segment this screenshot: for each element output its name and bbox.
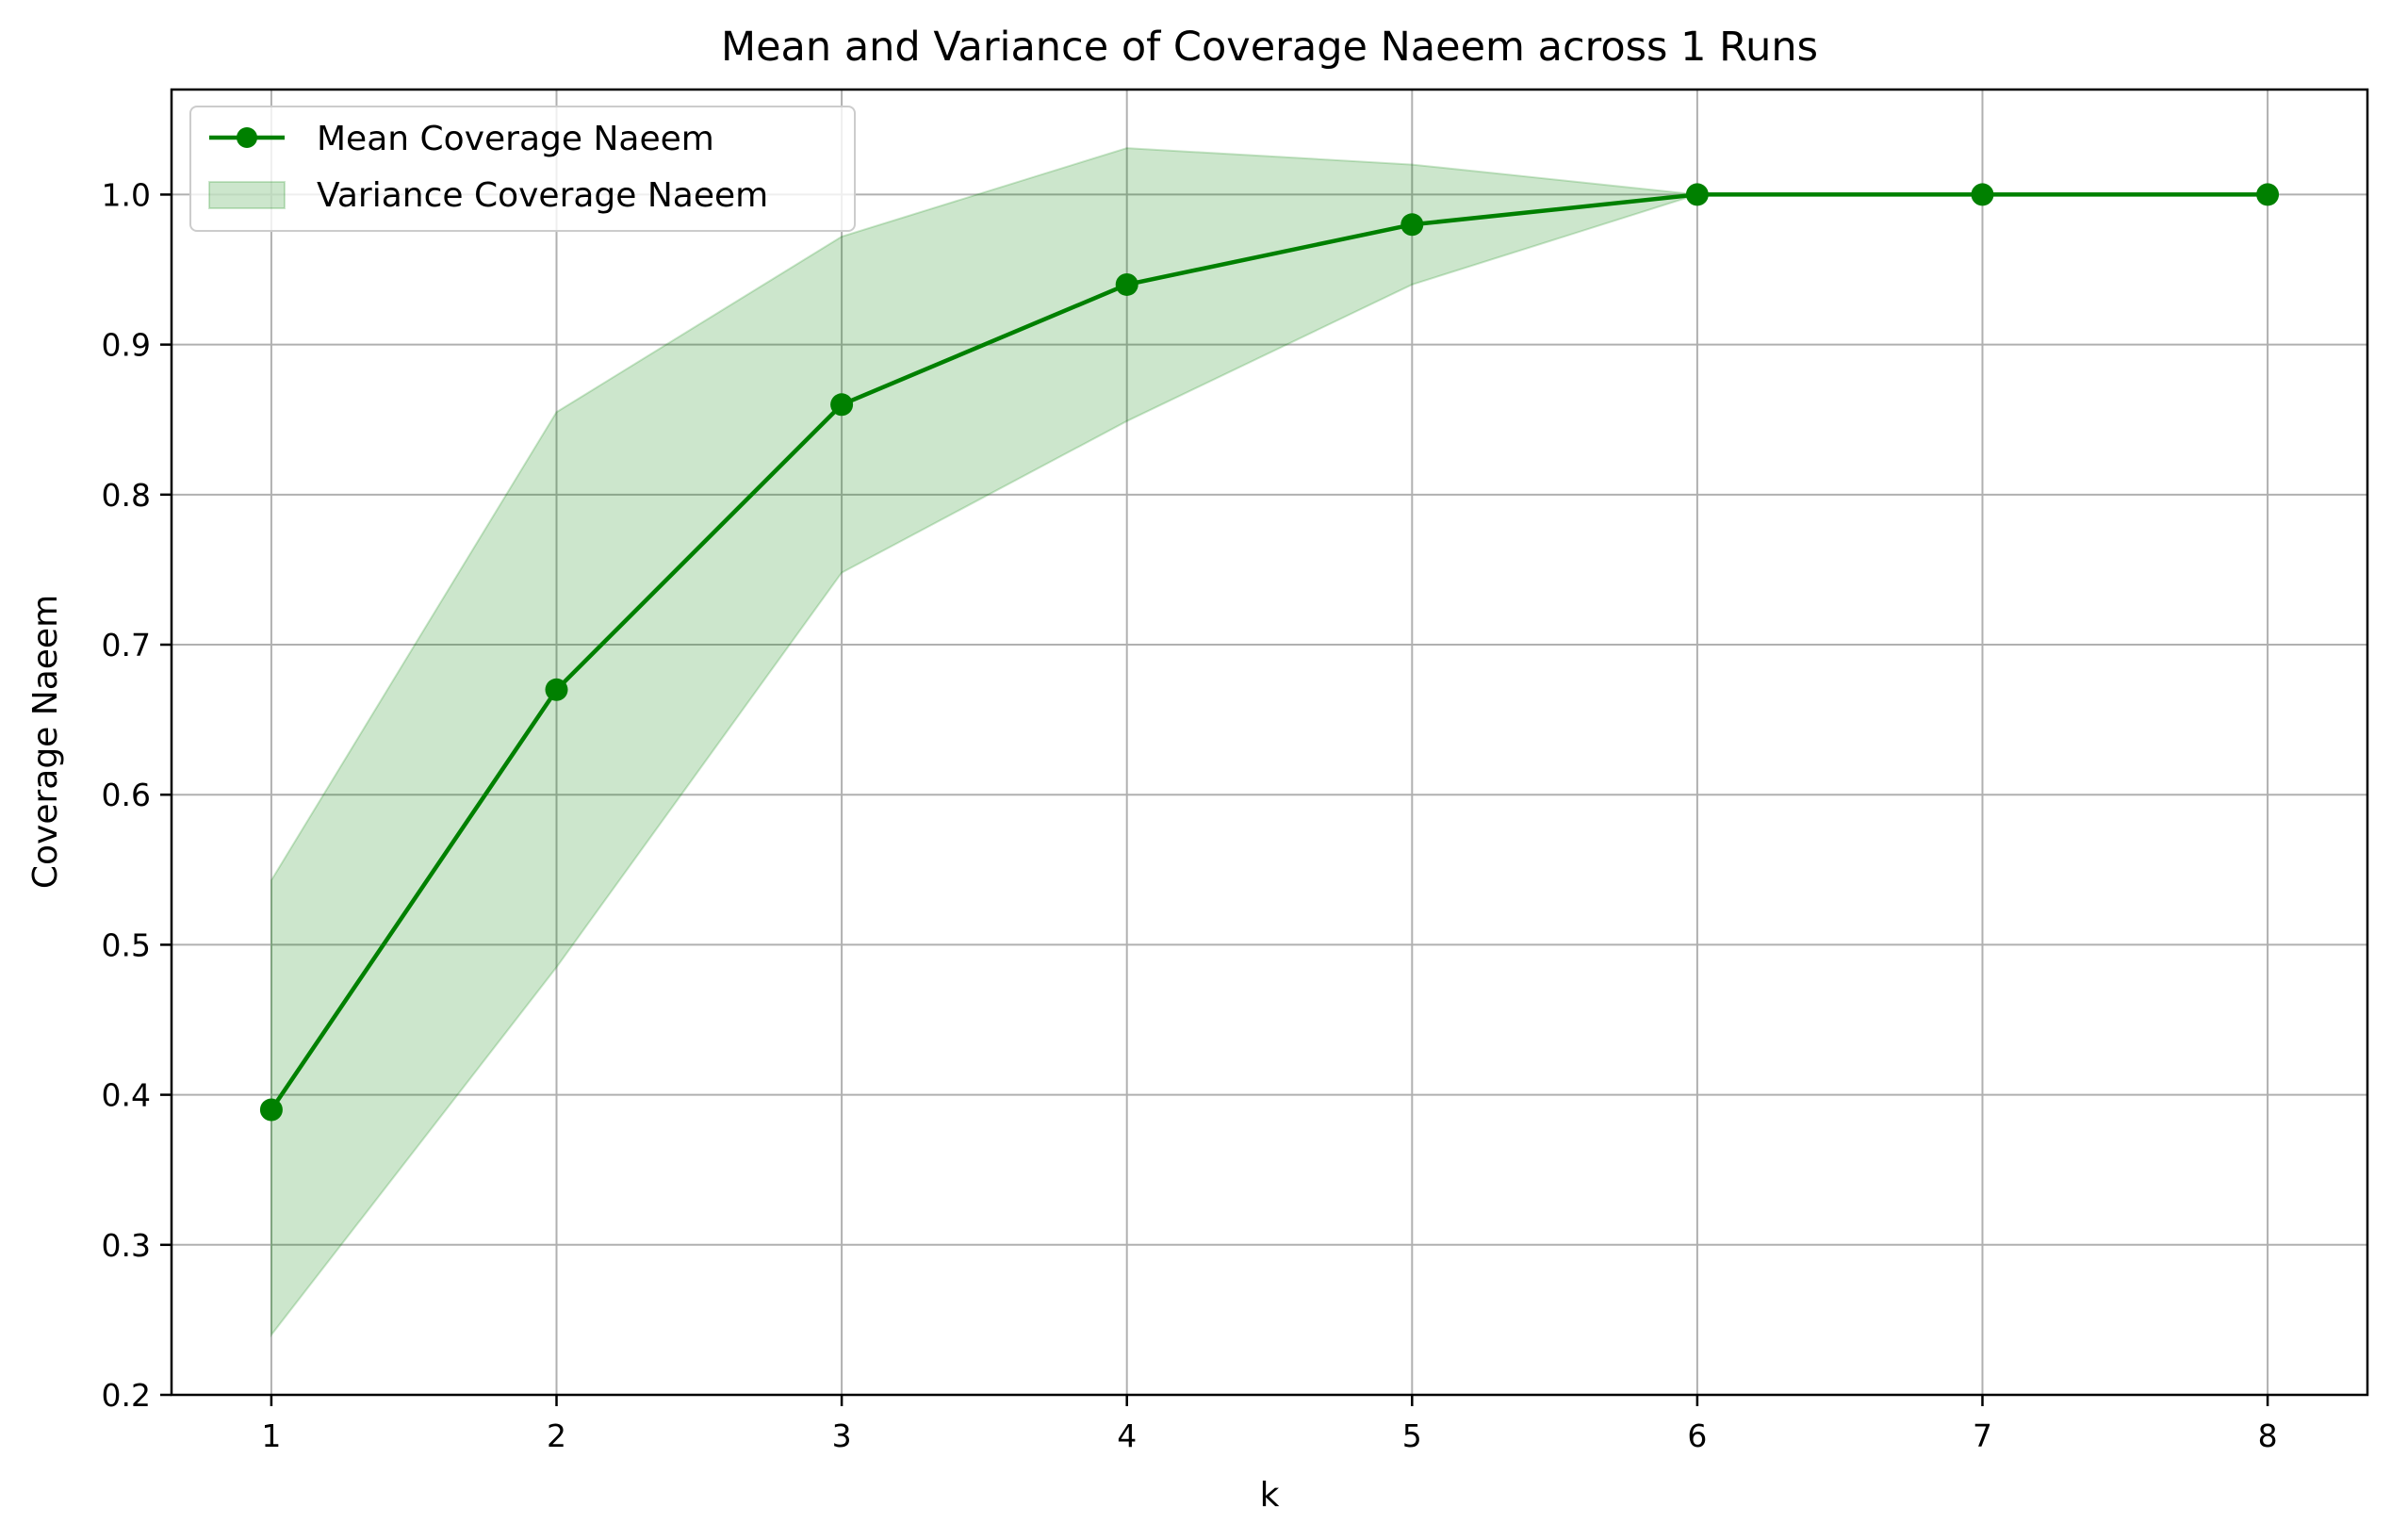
y-axis-label: Coverage Naeem bbox=[26, 595, 65, 889]
mean-line-layer bbox=[270, 192, 2268, 1111]
legend-band-swatch bbox=[208, 181, 286, 209]
legend: Mean Coverage Naeem Variance Coverage Na… bbox=[189, 106, 856, 232]
y-tick-label: 1.0 bbox=[102, 176, 151, 213]
chart-title: Mean and Variance of Coverage Naeem acro… bbox=[721, 24, 1818, 71]
x-axis-label: k bbox=[1260, 1476, 1280, 1515]
mean-markers bbox=[259, 183, 2280, 1122]
x-tick-label: 2 bbox=[547, 1417, 566, 1454]
x-tick-label: 1 bbox=[261, 1417, 281, 1454]
legend-label-mean: Mean Coverage Naeem bbox=[317, 120, 714, 158]
mean-point bbox=[1400, 213, 1424, 237]
mean-point bbox=[830, 393, 854, 417]
x-tick-label: 7 bbox=[1973, 1417, 1992, 1454]
y-tick-label: 0.2 bbox=[102, 1377, 151, 1414]
y-axis-ticks: 0.2 0.3 0.4 0.5 0.6 0.7 0.8 0.9 1.0 bbox=[102, 176, 172, 1414]
mean-point bbox=[1115, 272, 1138, 296]
y-tick-label: 0.6 bbox=[102, 777, 151, 813]
y-tick-label: 0.9 bbox=[102, 327, 151, 364]
y-tick-label: 0.5 bbox=[102, 926, 151, 963]
y-tick-label: 0.3 bbox=[102, 1227, 151, 1264]
mean-point bbox=[545, 678, 568, 701]
gridlines bbox=[172, 90, 2367, 1396]
plot-frame bbox=[170, 88, 2369, 1397]
legend-frame bbox=[189, 106, 856, 232]
x-tick-label: 4 bbox=[1117, 1417, 1137, 1454]
y-tick-label: 0.4 bbox=[102, 1077, 151, 1114]
variance-band bbox=[270, 147, 2268, 1338]
y-tick-label: 0.8 bbox=[102, 477, 151, 514]
x-tick-label: 3 bbox=[832, 1417, 852, 1454]
x-tick-label: 6 bbox=[1687, 1417, 1707, 1454]
y-tick-label: 0.7 bbox=[102, 627, 151, 664]
legend-label-variance: Variance Coverage Naeem bbox=[317, 176, 768, 215]
x-tick-label: 8 bbox=[2258, 1417, 2278, 1454]
x-tick-label: 5 bbox=[1402, 1417, 1422, 1454]
mean-point bbox=[1971, 183, 1994, 206]
legend-marker-swatch bbox=[237, 127, 257, 148]
mean-line bbox=[270, 192, 2268, 1111]
x-axis-ticks: 1 2 3 4 5 6 7 8 bbox=[261, 1395, 2278, 1454]
variance-band-layer bbox=[270, 147, 2268, 1338]
mean-point bbox=[1685, 183, 1709, 206]
mean-point bbox=[259, 1098, 283, 1122]
mean-point bbox=[2256, 183, 2280, 206]
